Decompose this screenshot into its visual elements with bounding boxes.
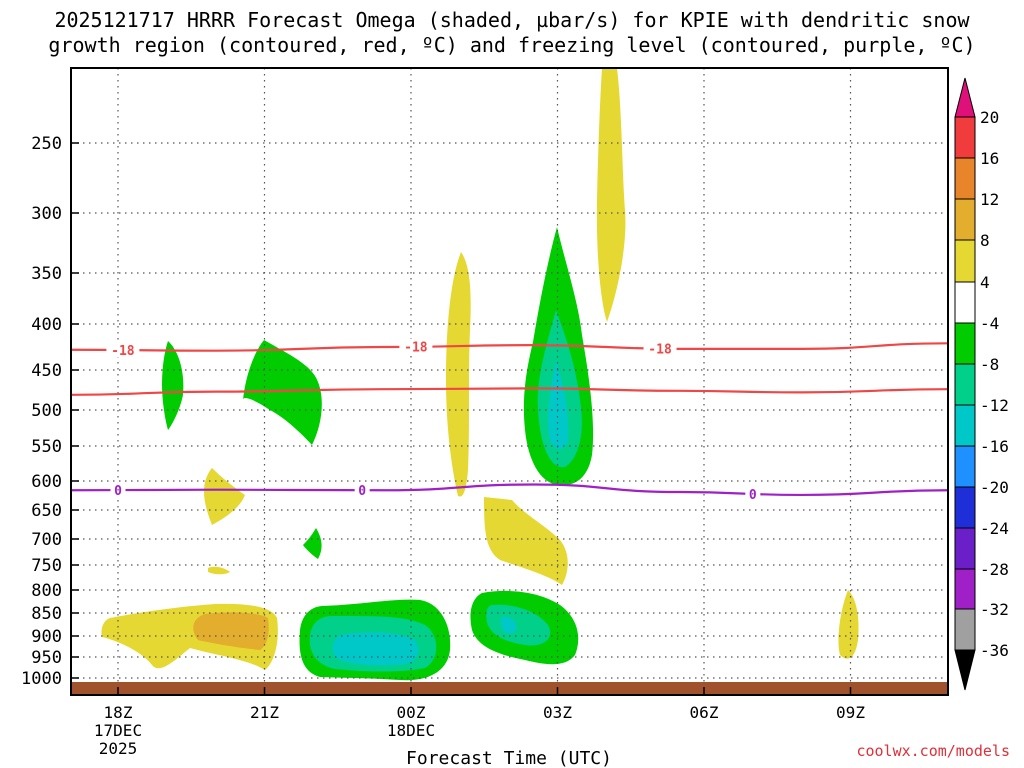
contour-line xyxy=(70,342,949,352)
colorbar-label: 4 xyxy=(980,273,990,292)
y-tick-label: 950 xyxy=(31,648,62,668)
contour-label-bg xyxy=(354,482,370,498)
y-tick-label: 800 xyxy=(31,581,62,601)
colorbar-top-arrow xyxy=(954,77,976,118)
omega-region-yellow-1 xyxy=(446,252,471,497)
omega-region-yellow-7 xyxy=(838,590,859,659)
colorbar-bottom-arrow xyxy=(954,649,976,691)
y-tick-label: 250 xyxy=(31,134,62,154)
x-tick-date: 17DEC xyxy=(94,721,142,740)
x-tick-label: 06Z xyxy=(690,703,719,722)
contour-label: -18 xyxy=(111,344,135,359)
colorbar-label: -16 xyxy=(980,437,1009,456)
colorbar-label: -24 xyxy=(980,519,1009,538)
ground-surface xyxy=(71,682,948,695)
contour-label: -18 xyxy=(404,341,428,356)
omega-region-orange-6 xyxy=(193,612,269,650)
y-tick-label: 1000 xyxy=(21,669,62,689)
plot-frame xyxy=(70,67,949,696)
omega-region-teal-6 xyxy=(486,604,551,646)
colorbar: 20 16 12 8 4 -4 -8 -12 -16 -20 -24 -28 -32 -36 xyxy=(954,77,1009,691)
contour-label-bg xyxy=(106,342,140,358)
x-tick-label: 09Z xyxy=(836,703,865,722)
colorbar-segment xyxy=(954,116,976,159)
omega-shading xyxy=(101,68,859,681)
omega-region-green-1 xyxy=(162,341,184,430)
omega-region-cyan-5 xyxy=(332,632,419,666)
x-tick-label: 21Z xyxy=(250,703,279,722)
y-tick-label: 750 xyxy=(31,556,62,576)
omega-region-yellow-2 xyxy=(596,68,626,322)
contour-label-bg xyxy=(110,482,126,498)
colorbar-segment xyxy=(954,486,976,529)
colorbar-label: -28 xyxy=(980,560,1009,579)
y-tick-label: 300 xyxy=(31,204,62,224)
contour-label: 0 xyxy=(358,484,366,499)
contour-label-bg xyxy=(643,340,677,356)
colorbar-label: 8 xyxy=(980,231,990,250)
x-tick-label: 03Z xyxy=(543,703,572,722)
grid-lines xyxy=(71,68,948,695)
colorbar-segment xyxy=(954,568,976,610)
y-tick-label: 350 xyxy=(31,264,62,284)
x-tick-label: 18Z xyxy=(104,703,133,722)
contour-label: -18 xyxy=(648,342,672,357)
y-tick-label: 400 xyxy=(31,315,62,335)
y-tick-label: 650 xyxy=(31,501,62,521)
site-credit: coolwx.com/models xyxy=(856,742,1010,760)
chart-title-line-1: 2025121717 HRRR Forecast Omega (shaded, … xyxy=(54,8,970,32)
x-axis-label: Forecast Time (UTC) xyxy=(406,748,612,768)
colorbar-segment xyxy=(954,404,976,447)
omega-region-yellow-5 xyxy=(208,566,230,575)
y-tick-label: 600 xyxy=(31,472,62,492)
colorbar-segment xyxy=(954,281,976,324)
colorbar-label: -8 xyxy=(980,355,999,374)
contour-label-bg xyxy=(745,485,761,501)
y-tick-label: 500 xyxy=(31,401,62,421)
y-tick-label: 550 xyxy=(31,437,62,457)
omega-region-cyan-6 xyxy=(500,616,517,634)
colorbar-segment xyxy=(954,198,976,241)
colorbar-segment xyxy=(954,608,976,651)
omega-region-yellow-3 xyxy=(484,497,568,585)
colorbar-segment xyxy=(954,527,976,570)
y-axis: 250 300 350 400 450 500 550 600 650 700 750 800 850 9… xyxy=(21,134,79,689)
x-tick-year: 2025 xyxy=(99,739,138,758)
colorbar-label: -12 xyxy=(980,396,1009,415)
contour-label-bg xyxy=(399,338,433,354)
x-tick-date: 18DEC xyxy=(387,721,435,740)
x-tick-label: 00Z xyxy=(397,703,426,722)
y-tick-label: 850 xyxy=(31,604,62,624)
colorbar-label: 20 xyxy=(980,108,999,127)
y-tick-label: 900 xyxy=(31,627,62,647)
contour-line xyxy=(70,387,949,396)
colorbar-label: -20 xyxy=(980,478,1009,497)
colorbar-segment xyxy=(954,363,976,406)
colorbar-label: 16 xyxy=(980,149,999,168)
colorbar-segment xyxy=(954,239,976,283)
colorbar-segment xyxy=(954,322,976,365)
temperature-contours: -18 -18 -18 0 0 0 xyxy=(70,338,949,503)
omega-region-green-3 xyxy=(303,528,322,559)
colorbar-label: 12 xyxy=(980,190,999,209)
omega-region-green-2 xyxy=(243,340,322,445)
y-tick-label: 450 xyxy=(31,361,62,381)
chart-title-line-2: growth region (contoured, red, ºC) and f… xyxy=(48,33,976,57)
colorbar-segment xyxy=(954,445,976,488)
colorbar-label: -36 xyxy=(980,641,1009,660)
contour-line xyxy=(70,483,949,497)
omega-region-yellow-4 xyxy=(203,468,245,525)
y-tick-label: 700 xyxy=(31,530,62,550)
contour-label: 0 xyxy=(114,484,122,499)
contour-label: 0 xyxy=(749,488,757,503)
omega-region-cyan-4 xyxy=(547,360,569,449)
colorbar-label: -32 xyxy=(980,600,1009,619)
colorbar-segment xyxy=(954,157,976,200)
colorbar-label: -4 xyxy=(980,314,999,333)
